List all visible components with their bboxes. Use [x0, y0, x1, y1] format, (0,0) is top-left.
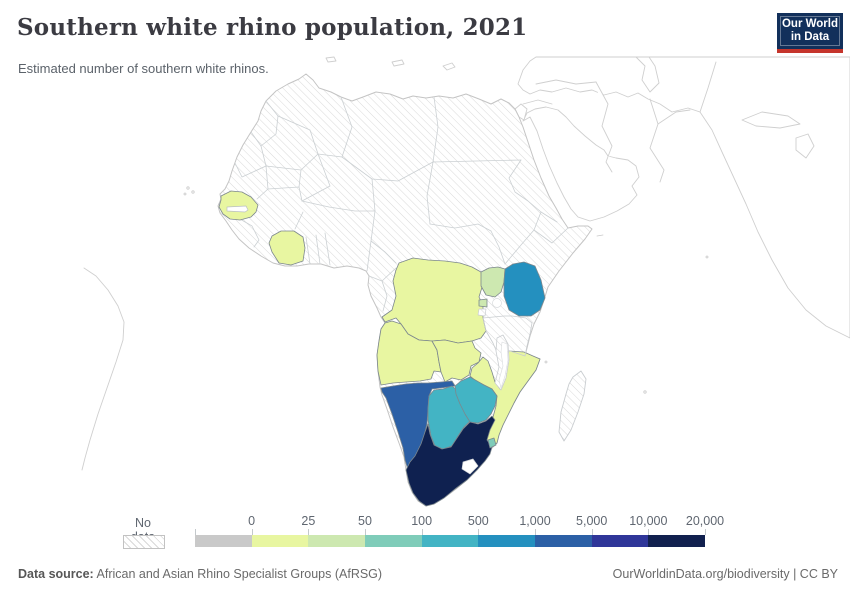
legend-segment[interactable]	[251, 535, 309, 547]
owid-logo[interactable]: Our World in Data	[777, 13, 843, 53]
legend-tick-mark	[648, 529, 650, 535]
nepal	[741, 111, 801, 129]
country-mozambique[interactable]: Mozambique	[469, 350, 541, 448]
legend-segment[interactable]	[591, 535, 649, 547]
map-legend: No data 025501005001,0005,00010,00020,00…	[0, 512, 850, 554]
data-source-label: Data source:	[18, 567, 94, 581]
arabia	[522, 106, 640, 222]
bangladesh	[795, 133, 815, 159]
legend-tick-mark	[365, 529, 366, 535]
sicily-island	[325, 56, 337, 63]
legend-segment[interactable]	[478, 535, 536, 547]
country-uganda[interactable]: Uganda	[480, 266, 506, 298]
country-rwanda[interactable]: Rwanda	[478, 298, 488, 308]
lesotho	[461, 458, 479, 475]
country-cote-divoire[interactable]: Cote d'Ivoire	[268, 230, 306, 266]
owid-logo-line2: in Data	[790, 31, 830, 43]
owid-logo-redbar	[777, 49, 843, 53]
data-countries: Senegal Cote d'Ivoire Democratic Republi…	[218, 190, 546, 507]
gambia	[226, 205, 249, 213]
country-zambia[interactable]: Zambia	[431, 339, 482, 383]
small-islands	[183, 186, 709, 394]
legend-colorbar	[195, 535, 706, 547]
data-source-text: African and Asian Rhino Specialist Group…	[93, 567, 383, 581]
legend-tick-mark	[421, 529, 423, 535]
legend-segment[interactable]	[195, 535, 252, 547]
tanzania-outline	[482, 315, 533, 357]
legend-tick-label: 500	[467, 514, 489, 528]
caspian-sea	[635, 56, 660, 93]
legend-tick-label: 1,000	[519, 514, 551, 528]
legend-segment[interactable]	[535, 535, 592, 547]
legend-tick-mark	[478, 529, 480, 535]
license-link: OurWorldinData.org/biodiversity | CC BY	[612, 567, 838, 581]
legend-tick-mark	[535, 529, 536, 535]
legend-tick-mark	[705, 529, 706, 535]
no-data-swatch[interactable]	[123, 535, 165, 549]
legend-tick-mark	[195, 529, 196, 535]
legend-tick-mark	[308, 529, 310, 535]
owid-logo-box: Our World in Data	[777, 13, 843, 49]
legend-tick-label: 100	[411, 514, 433, 528]
legend-segment[interactable]	[648, 535, 706, 547]
legend-tick-label: 50	[358, 514, 372, 528]
africa-internal-borders	[234, 96, 569, 312]
asia-landmass	[325, 56, 850, 339]
crete-island	[391, 59, 405, 67]
legend-tick-label: 10,000	[629, 514, 668, 528]
madagascar	[558, 370, 587, 442]
page-title: Southern white rhino population, 2021	[17, 14, 528, 41]
country-zimbabwe[interactable]: Zimbabwe	[454, 376, 498, 424]
cyprus-island	[442, 62, 456, 71]
country-south-africa[interactable]: South Africa	[405, 415, 496, 507]
legend-tick-mark	[591, 529, 593, 535]
country-kenya[interactable]: Kenya	[503, 261, 546, 317]
burundi	[477, 308, 487, 317]
no-data-overlays	[183, 186, 709, 475]
legend-tick-label: 25	[301, 514, 316, 528]
legend-segment[interactable]	[308, 535, 366, 547]
data-source: Data source: African and Asian Rhino Spe…	[18, 567, 382, 581]
lake-victoria	[492, 298, 502, 308]
owid-logo-line1: Our World	[781, 18, 838, 30]
country-namibia[interactable]: Namibia	[380, 380, 456, 471]
legend-ticks: 0 25 50 100 500 1,000 5,000 10,000 20,000	[195, 512, 724, 535]
legend-tick-label: 5,000	[576, 514, 608, 528]
country-eswatini[interactable]: Eswatini	[487, 437, 497, 449]
legend-tick-mark	[251, 529, 253, 535]
country-angola[interactable]: Angola	[376, 320, 442, 386]
south-america-coast	[81, 267, 125, 471]
legend-segment[interactable]	[421, 535, 479, 547]
country-senegal[interactable]: Senegal	[218, 190, 259, 221]
legend-segment[interactable]	[365, 535, 422, 547]
legend-tick-label: 0	[248, 514, 256, 528]
lake-malawi	[498, 341, 509, 389]
page-subtitle: Estimated number of southern white rhino…	[18, 61, 269, 76]
legend-tick-label: 20,000	[685, 514, 725, 528]
